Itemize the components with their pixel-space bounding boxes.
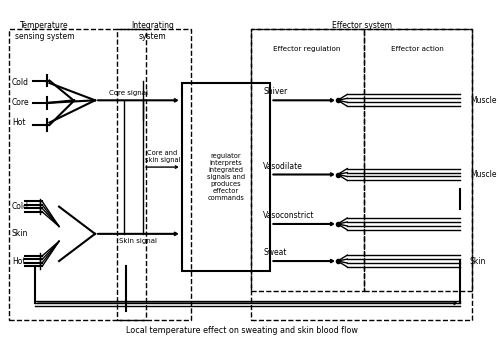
Bar	[251, 29, 364, 291]
Text: Temperature
sensing system: Temperature sensing system	[15, 21, 74, 40]
Text: Core and
skin signal: Core and skin signal	[144, 150, 180, 163]
Text: Integrating
system: Integrating system	[132, 21, 174, 40]
Text: Sweat: Sweat	[263, 248, 286, 257]
Text: Muscle: Muscle	[470, 170, 496, 179]
Bar	[182, 83, 270, 271]
Text: Effector action: Effector action	[390, 46, 444, 52]
Text: Muscle: Muscle	[470, 96, 496, 105]
Bar	[364, 29, 472, 291]
Text: Local temperature effect on sweating and skin blood flow: Local temperature effect on sweating and…	[126, 326, 358, 335]
Text: regulator
interprets
integrated
signals and
produces
effector
commands: regulator interprets integrated signals …	[207, 153, 245, 201]
Text: Skin signal: Skin signal	[120, 238, 158, 244]
Text: Skin: Skin	[470, 257, 486, 266]
Text: Hot: Hot	[12, 118, 26, 127]
Text: Cold: Cold	[12, 79, 29, 88]
Text: Shiver: Shiver	[263, 87, 287, 96]
Text: Core: Core	[12, 98, 29, 107]
Text: Cold: Cold	[12, 202, 29, 211]
Text: Vasoconstrict: Vasoconstrict	[263, 211, 314, 220]
Text: Core signal: Core signal	[109, 90, 148, 96]
Text: Skin: Skin	[12, 229, 28, 238]
Text: Effector system: Effector system	[332, 21, 392, 30]
Bar	[251, 29, 472, 320]
Text: Hot: Hot	[12, 257, 26, 266]
Bar	[116, 29, 191, 320]
Text: Vasodilate: Vasodilate	[263, 162, 303, 171]
Bar	[8, 29, 145, 320]
Text: Effector regulation: Effector regulation	[273, 46, 340, 52]
